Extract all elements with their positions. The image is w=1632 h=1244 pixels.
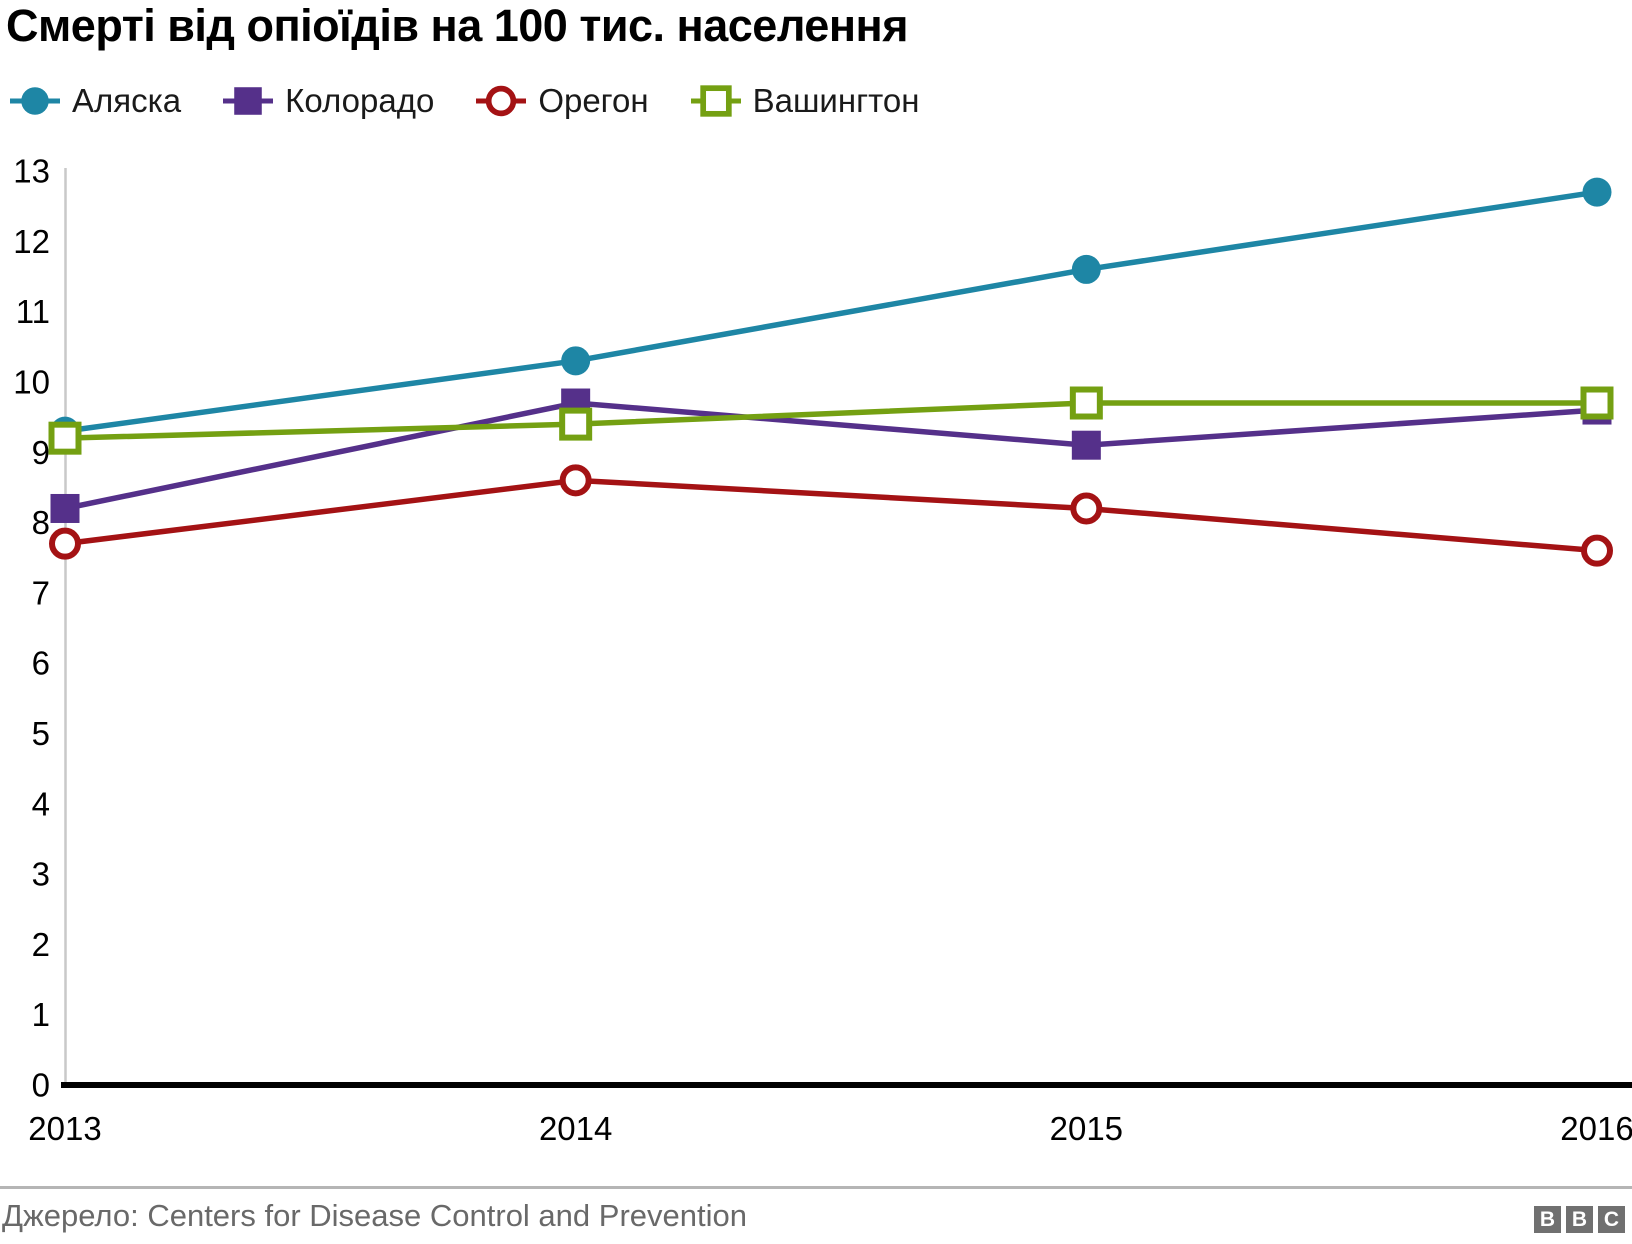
svg-text:2: 2 xyxy=(32,926,50,963)
svg-text:9: 9 xyxy=(32,434,50,471)
bbc-logo-letter: C xyxy=(1598,1206,1625,1233)
source-text: Джерело: Centers for Disease Control and… xyxy=(2,1198,747,1233)
svg-text:6: 6 xyxy=(32,645,50,682)
chart-legend: Аляска Колорадо Орегон Вашингтон xyxy=(10,82,919,120)
oregon-series-marker-icon xyxy=(476,84,527,118)
svg-text:2013: 2013 xyxy=(28,1110,101,1147)
legend-item-alaska: Аляска xyxy=(10,82,181,120)
legend-item-colorado: Колорадо xyxy=(223,82,434,120)
washington-series-marker-icon xyxy=(690,84,741,118)
legend-label-colorado: Колорадо xyxy=(285,82,435,119)
colorado-series-marker-icon xyxy=(223,84,274,118)
bbc-logo-letter: B xyxy=(1566,1206,1593,1233)
page-title: Смерті від опіоїдів на 100 тис. населенн… xyxy=(6,0,908,51)
svg-text:3: 3 xyxy=(32,856,50,893)
svg-text:10: 10 xyxy=(13,363,50,400)
svg-text:2015: 2015 xyxy=(1050,1110,1123,1147)
legend-item-washington: Вашингтон xyxy=(690,82,920,120)
bbc-logo: B B C xyxy=(1534,1206,1625,1233)
svg-text:7: 7 xyxy=(32,574,50,611)
legend-label-alaska: Аляска xyxy=(72,82,182,119)
legend-item-oregon: Орегон xyxy=(476,82,649,120)
bbc-logo-letter: B xyxy=(1534,1206,1561,1233)
svg-text:12: 12 xyxy=(13,223,50,260)
footer-divider xyxy=(0,1186,1632,1189)
svg-text:13: 13 xyxy=(13,153,50,190)
svg-text:0: 0 xyxy=(32,1067,50,1104)
svg-text:4: 4 xyxy=(32,785,50,822)
svg-text:2016: 2016 xyxy=(1560,1110,1632,1147)
alaska-series-marker-icon xyxy=(10,84,60,118)
legend-label-oregon: Орегон xyxy=(538,82,649,119)
svg-text:2014: 2014 xyxy=(539,1110,612,1147)
svg-text:1: 1 xyxy=(32,996,50,1033)
svg-text:11: 11 xyxy=(16,293,50,330)
svg-text:5: 5 xyxy=(32,715,50,752)
svg-text:8: 8 xyxy=(32,504,50,541)
legend-label-washington: Вашингтон xyxy=(752,82,920,119)
